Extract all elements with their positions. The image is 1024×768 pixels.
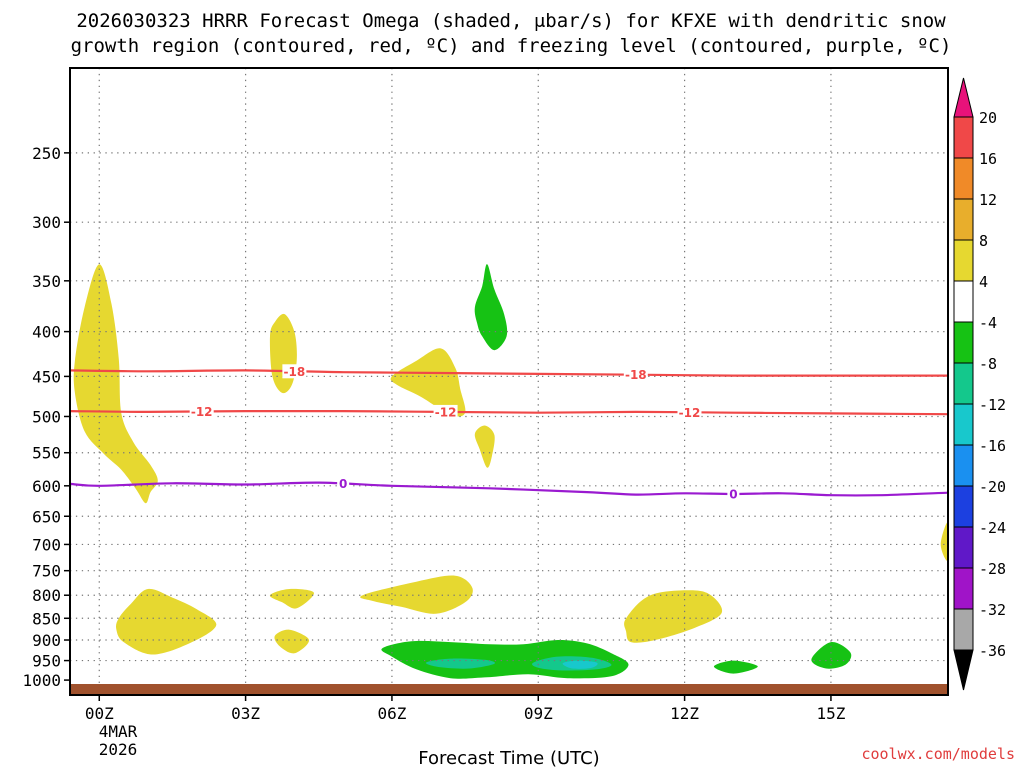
y-tick-label-600: 600 <box>32 477 61 496</box>
colorbar-label-13: -36 <box>979 642 1006 660</box>
dgz-minus12-label-bg <box>433 404 458 419</box>
dgz-minus12-label-bg <box>189 404 214 419</box>
freezing-level-label: 0 <box>339 477 347 491</box>
y-tick-label-750: 750 <box>32 562 61 581</box>
ground-surface-bar <box>70 684 948 695</box>
freezing-level-label-bg <box>727 486 740 501</box>
colorbar-swatch-12 <box>953 567 974 610</box>
downward-motion-8z-upper <box>474 264 508 351</box>
dgz-minus12-label: -12 <box>679 406 701 420</box>
y-tick-label-650: 650 <box>32 507 61 526</box>
dgz-minus12-label: -12 <box>191 405 213 419</box>
y-tick-label-300: 300 <box>32 213 61 232</box>
colorbar-label-8: -16 <box>979 437 1006 455</box>
dgz-minus18-label-bg <box>282 364 307 379</box>
x-axis-time: 00Z 03Z 06Z 09Z 12Z 15Z <box>85 695 846 723</box>
colorbar-label-4: 4 <box>979 273 988 291</box>
y-tick-label-400: 400 <box>32 323 61 342</box>
chart-title-line1: 2026030323 HRRR Forecast Omega (shaded, … <box>76 10 946 32</box>
colorbar-label-12: -32 <box>979 601 1006 619</box>
colorbar-label-11: -28 <box>979 560 1006 578</box>
colorbar: 20 16 12 8 4 -4 -8 -12 -16 -20 -24 -28 -32 -36 <box>953 77 1006 691</box>
colorbar-label-10: -24 <box>979 519 1006 537</box>
y-tick-label-500: 500 <box>32 407 61 426</box>
colorbar-swatch-2 <box>953 157 974 200</box>
colorbar-label-3: 8 <box>979 232 988 250</box>
upward-motion-4z-800 <box>269 588 314 609</box>
y-tick-label-900: 900 <box>32 631 61 650</box>
upward-motion-6z <box>390 348 466 417</box>
freezing-level-line <box>70 481 948 497</box>
y-tick-label-800: 800 <box>32 586 61 605</box>
colorbar-swatch-13 <box>953 608 974 651</box>
colorbar-swatch-6 <box>953 321 974 364</box>
x-tick-label-00Z: 00Z <box>85 704 114 723</box>
date-label-day: 4MAR <box>99 722 138 741</box>
upward-motion-17z-700 <box>940 522 948 562</box>
freezing-level-label-bg <box>337 476 350 491</box>
colorbar-swatch-9 <box>953 444 974 487</box>
dgz-minus18-label-bg <box>623 367 648 382</box>
x-axis-label: Forecast Time (UTC) <box>418 748 599 768</box>
upward-motion-11z-800 <box>624 590 723 643</box>
colorbar-swatch-5 <box>953 280 974 323</box>
dgz-minus12-label: -12 <box>435 405 457 419</box>
colorbar-swatch-11 <box>953 526 974 569</box>
freezing-level-label: 0 <box>729 487 737 501</box>
y-tick-label-950: 950 <box>32 652 61 671</box>
x-tick-label-03Z: 03Z <box>231 704 260 723</box>
upward-motion-0z-tall <box>73 264 158 504</box>
downward-motion-peak-10z <box>562 660 598 669</box>
y-tick-label-250: 250 <box>32 144 61 163</box>
y-tick-label-700: 700 <box>32 535 61 554</box>
colorbar-swatch-4 <box>953 239 974 282</box>
colorbar-swatch-1 <box>953 116 974 159</box>
y-tick-label-350: 350 <box>32 272 61 291</box>
colorbar-swatch-10 <box>953 485 974 528</box>
colorbar-top-triangle <box>953 77 974 118</box>
dgz-minus18-label: -18 <box>284 365 306 379</box>
colorbar-label-0: 20 <box>979 109 997 127</box>
dgz-minus12-label-bg <box>677 405 702 420</box>
colorbar-bottom-triangle <box>953 649 974 691</box>
y-tick-label-450: 450 <box>32 367 61 386</box>
plot-frame <box>69 67 949 696</box>
colorbar-swatch-3 <box>953 198 974 241</box>
colorbar-swatch-8 <box>953 403 974 446</box>
upward-motion-7z-800 <box>360 575 473 614</box>
contour-layer: -18 -18 -12 -12 -12 0 0 <box>70 364 948 501</box>
colorbar-label-7: -12 <box>979 396 1006 414</box>
x-tick-label-12Z: 12Z <box>670 704 699 723</box>
colorbar-label-1: 16 <box>979 150 997 168</box>
colorbar-label-2: 12 <box>979 191 997 209</box>
colorbar-label-6: -8 <box>979 355 997 373</box>
upward-motion-4z-small <box>269 313 297 394</box>
colorbar-label-5: -4 <box>979 314 997 332</box>
x-tick-label-06Z: 06Z <box>377 704 406 723</box>
x-tick-label-09Z: 09Z <box>524 704 553 723</box>
y-tick-label-850: 850 <box>32 609 61 628</box>
omega-shading-layer <box>73 264 948 679</box>
upward-motion-1z-low <box>116 588 217 655</box>
y-tick-label-550: 550 <box>32 444 61 463</box>
gridlines <box>70 68 948 695</box>
upward-motion-8z-small <box>474 425 495 468</box>
upward-motion-4z-900 <box>274 629 310 654</box>
y-axis-pressure: 250 300 350 400 450 500 550 600 650 700 750 800 850 9… <box>22 144 70 690</box>
site-credit: coolwx.com/models <box>861 745 1015 763</box>
downward-motion-15z <box>811 641 852 669</box>
dgz-minus18-label: -18 <box>625 368 647 382</box>
colorbar-swatch-7 <box>953 362 974 405</box>
y-tick-label-1000: 1000 <box>22 671 61 690</box>
dgz-minus18-line <box>70 369 948 377</box>
chart-title-line2: growth region (contoured, red, ºC) and f… <box>71 35 952 57</box>
date-label-year: 2026 <box>99 740 138 759</box>
downward-motion-13z <box>713 660 758 674</box>
x-tick-label-15Z: 15Z <box>816 704 845 723</box>
colorbar-label-9: -20 <box>979 478 1006 496</box>
